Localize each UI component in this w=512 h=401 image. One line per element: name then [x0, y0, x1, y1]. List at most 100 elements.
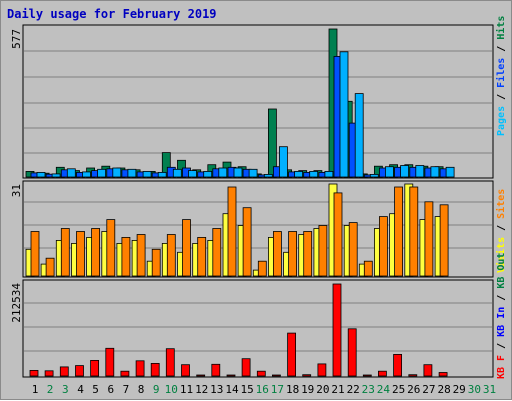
bar-kb-f-day-20 [317, 363, 327, 377]
x-tick-label: 12 [195, 383, 208, 396]
bar-pages-day-6 [112, 167, 122, 178]
bar-kb-f-day-4 [75, 365, 84, 377]
bar-sites-day-13 [212, 228, 222, 277]
x-tick-label: 4 [77, 383, 84, 396]
bar-pages-day-8 [142, 170, 152, 178]
x-tick-label: 30 [468, 383, 481, 396]
bar-kb-f-day-6 [105, 347, 115, 377]
bar-sites-day-15 [242, 207, 252, 277]
bar-sites-day-11 [182, 219, 191, 277]
bar-pages-day-13 [218, 167, 228, 178]
legend-text: Visits / Sites [495, 189, 507, 273]
bar-sites-day-21 [333, 192, 343, 277]
bottom-legend: KB F / KB In / KB Out [496, 253, 507, 379]
middle-panel-bars [25, 183, 449, 277]
x-tick-label: 7 [123, 383, 130, 396]
x-tick-label: 18 [286, 383, 299, 396]
bar-sites-day-1 [30, 231, 40, 277]
bar-sites-day-10 [166, 234, 176, 277]
bar-kb-f-day-10 [165, 348, 175, 377]
x-tick-label: 2 [47, 383, 54, 396]
top-y-max-label: 577 [10, 29, 23, 49]
bar-pages-day-14 [233, 167, 243, 178]
bar-sites-day-9 [151, 248, 161, 277]
legend-text: KB F / KB In / KB Out [496, 253, 507, 379]
x-tick-label: 29 [453, 383, 466, 396]
bar-sites-day-28 [439, 204, 449, 277]
bar-kb-f-day-17 [271, 374, 281, 377]
top-legend: Pages / Files / Hits [495, 16, 507, 136]
x-tick-label: 28 [437, 383, 450, 396]
bar-pages-day-19 [309, 170, 319, 178]
legend-entry: Hits [495, 16, 507, 40]
legend-entry: Visits [495, 237, 507, 273]
x-tick-label: 10 [165, 383, 178, 396]
bar-kb-f-day-22 [347, 328, 357, 377]
bar-kb-f-day-2 [44, 370, 54, 377]
legend-separator: / [496, 289, 507, 307]
middle-y-max-label: 31 [10, 184, 23, 197]
legend-separator: / [496, 337, 507, 355]
bar-pages-day-10 [172, 168, 182, 178]
bar-pages-day-22 [354, 93, 364, 178]
bar-kb-f-day-1 [29, 369, 39, 377]
x-tick-label: 20 [316, 383, 329, 396]
bar-pages-day-18 [294, 170, 304, 178]
bar-sites-day-5 [91, 228, 100, 277]
x-tick-label: 19 [301, 383, 314, 396]
bar-sites-day-17 [272, 231, 282, 277]
x-tick-label: 9 [153, 383, 160, 396]
x-tick-label: 23 [362, 383, 375, 396]
x-tick-label: 26 [407, 383, 420, 396]
bar-pages-day-16 [263, 173, 273, 178]
chart-title: Daily usage for February 2019 [7, 7, 217, 21]
bar-sites-day-25 [394, 186, 404, 277]
bar-sites-day-12 [197, 236, 207, 277]
bar-kb-f-day-3 [59, 366, 69, 377]
x-tick-label: 17 [271, 383, 284, 396]
bar-pages-day-12 [203, 170, 213, 178]
bar-kb-f-day-12 [196, 374, 206, 377]
bar-pages-day-24 [384, 166, 394, 178]
x-axis-tick-labels: 1 2 3 4 5 6 7 8 9 10 11 12 13 14 15 16 17 18 19 20 21 22 23 24 2… [32, 383, 496, 396]
bar-kb-f-day-23 [362, 374, 372, 377]
x-tick-label: 22 [347, 383, 360, 396]
bar-kb-f-day-16 [256, 370, 266, 377]
bar-sites-day-18 [288, 231, 298, 277]
bar-kb-f-day-21 [332, 283, 342, 377]
bar-sites-day-6 [106, 219, 116, 277]
bar-pages-day-26 [415, 165, 425, 178]
x-tick-label: 24 [377, 383, 391, 396]
bar-sites-day-2 [45, 257, 55, 277]
bar-kb-f-day-5 [90, 359, 99, 377]
bar-pages-day-25 [400, 165, 410, 178]
bar-sites-day-8 [136, 234, 146, 277]
bar-sites-day-23 [363, 260, 373, 277]
legend-entry: KB In [496, 307, 507, 337]
legend-separator: / [496, 88, 507, 106]
bar-pages-day-5 [97, 168, 106, 178]
bar-kb-f-day-27 [423, 364, 433, 377]
bar-pages-day-9 [157, 171, 167, 178]
middle-legend: Visits / Sites [495, 189, 507, 273]
x-tick-label: 3 [62, 383, 69, 396]
x-tick-label: 6 [107, 383, 114, 396]
legend-entry: KB F [496, 355, 507, 379]
bar-pages-day-27 [430, 166, 440, 178]
bar-kb-f-day-15 [241, 358, 251, 377]
bar-sites-day-7 [121, 236, 131, 277]
bar-sites-day-3 [60, 228, 70, 277]
x-tick-label: 21 [331, 383, 344, 396]
bar-kb-f-day-11 [181, 364, 190, 377]
bar-sites-day-14 [227, 186, 237, 277]
top-panel-bars [25, 28, 455, 178]
bar-sites-day-4 [76, 231, 85, 277]
x-tick-label: 5 [92, 383, 99, 396]
bar-pages-day-15 [248, 168, 258, 178]
x-tick-label: 25 [392, 383, 405, 396]
legend-entry: Sites [495, 189, 507, 219]
bar-kb-f-day-8 [135, 360, 145, 377]
bar-pages-day-28 [445, 166, 455, 178]
bar-kb-f-day-9 [150, 362, 160, 377]
